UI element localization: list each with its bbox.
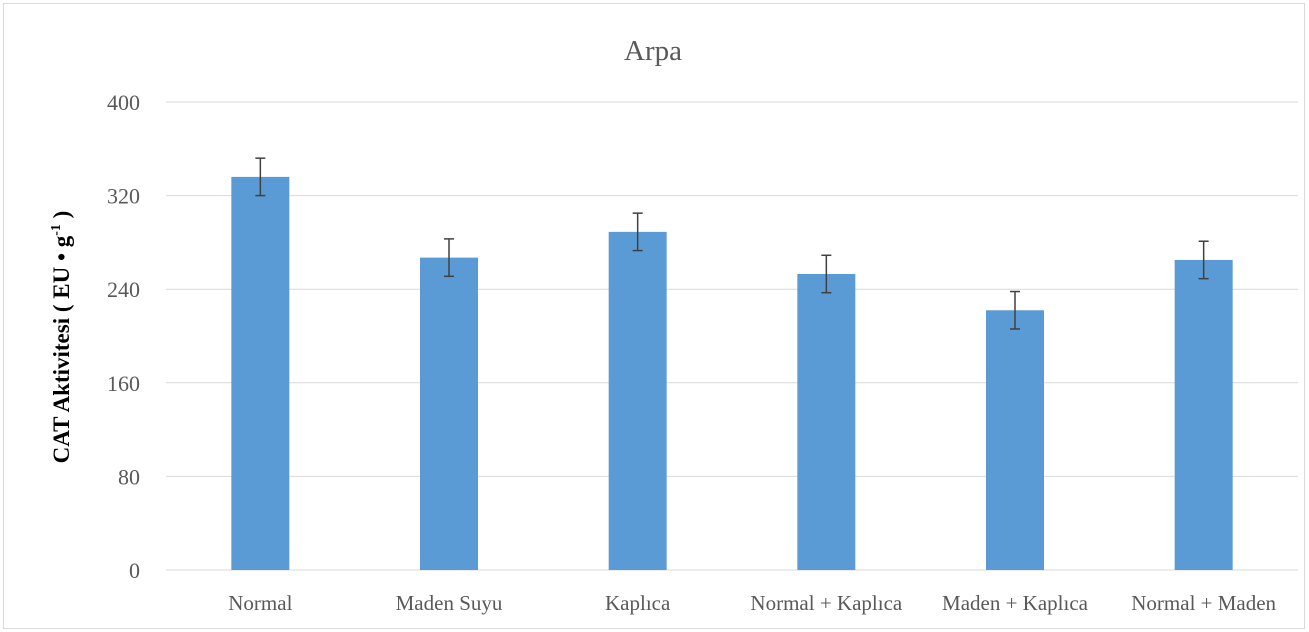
y-tick-label: 400 xyxy=(107,90,140,115)
y-axis-label-end: ) xyxy=(49,211,74,224)
grid xyxy=(166,101,1298,571)
y-tick-label: 80 xyxy=(118,464,140,489)
x-axis-ticks: Normal Maden Suyu Kaplıca Normal + Kaplıca M… xyxy=(228,591,1276,615)
y-tick-label: 320 xyxy=(107,184,140,209)
x-tick-label: Normal + Kaplıca xyxy=(750,591,902,615)
y-axis-ticks: 0 80 160 240 320 400 xyxy=(107,90,140,583)
chart-title: Arpa xyxy=(624,35,682,67)
y-axis-label-sup: -1 xyxy=(49,224,64,236)
x-tick-label: Normal + Maden xyxy=(1131,591,1276,615)
y-tick-label: 0 xyxy=(129,558,140,583)
y-axis-label-main: CAT Aktivitesi ( EU • g xyxy=(49,235,74,463)
bar xyxy=(797,273,856,570)
x-tick-label: Maden Suyu xyxy=(396,591,503,615)
y-tick-label: 160 xyxy=(107,371,140,396)
bar xyxy=(1174,259,1233,570)
bar xyxy=(608,231,667,570)
x-tick-label: Normal xyxy=(228,591,292,615)
error-bars xyxy=(255,157,1209,330)
y-axis-label: CAT Aktivitesi ( EU • g-1 ) xyxy=(49,211,74,464)
bar xyxy=(420,257,478,570)
bars xyxy=(231,176,1233,570)
y-tick-label: 240 xyxy=(107,277,140,302)
x-tick-label: Maden + Kaplıca xyxy=(942,591,1089,615)
bar xyxy=(986,310,1044,570)
bar xyxy=(231,176,290,570)
x-tick-label: Kaplıca xyxy=(605,591,671,615)
